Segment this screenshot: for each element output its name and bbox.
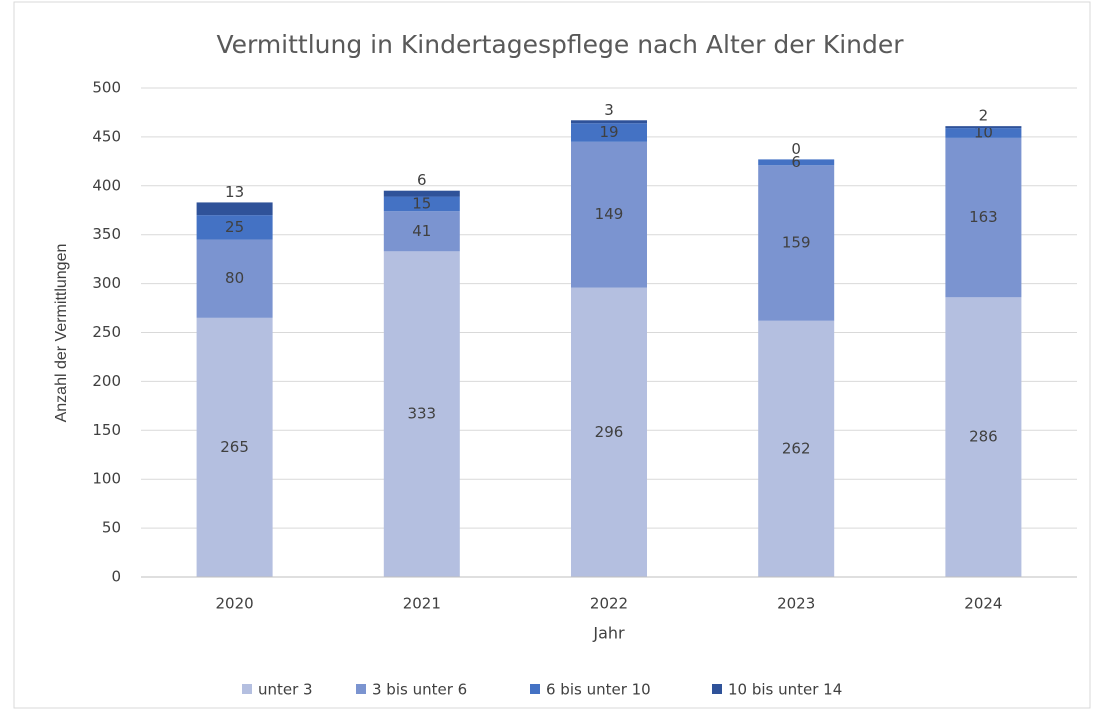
data-label: 41 [412,222,431,240]
data-label: 6 [791,153,801,171]
y-tick-label: 400 [92,176,121,194]
bar-segment [383,251,460,578]
data-label: 19 [599,123,618,141]
x-tick-label: 2022 [590,595,628,613]
data-label: 3 [604,101,614,119]
y-tick-label: 450 [92,127,121,145]
data-label: 15 [412,194,431,212]
x-axis-label: Jahr [592,624,625,643]
bar-segment [196,202,273,216]
bar-segment [196,239,273,318]
bar-segment [945,126,1022,129]
legend-label: 10 bis unter 14 [728,681,842,699]
bar-segment [571,287,647,577]
bar-segment [383,190,460,197]
legend-label: unter 3 [258,681,313,699]
y-tick-label: 500 [92,79,121,97]
data-label: 262 [782,439,811,457]
data-label: 286 [969,428,998,446]
legend-swatch [242,684,252,694]
chart-title: Vermittlung in Kindertagespflege nach Al… [216,30,904,59]
bar-segment [571,120,647,124]
data-label: 159 [782,234,811,252]
y-tick-label: 350 [92,225,121,243]
bar-segment [945,128,1022,138]
y-tick-label: 0 [111,568,121,586]
bar-segment [383,196,460,212]
x-tick-label: 2023 [777,595,815,613]
data-label: 80 [225,269,244,287]
bar-segment [571,123,647,142]
data-label: 0 [791,140,801,158]
data-label: 25 [225,218,244,236]
y-tick-label: 50 [102,519,121,537]
legend-label: 6 bis unter 10 [546,681,651,699]
x-tick-label: 2020 [216,595,254,613]
bar-segment [758,159,835,166]
bar-segment [196,215,273,240]
data-label: 265 [220,438,249,456]
bar-segment [571,141,647,288]
data-label: 296 [595,423,624,441]
bar-segment [945,137,1022,298]
legend-swatch [356,684,366,694]
y-tick-label: 300 [92,274,121,292]
y-tick-label: 150 [92,421,121,439]
bar-segment [945,297,1022,577]
y-axis-label: Anzahl der Vermittlungen [53,244,70,423]
chart-border [13,1,1091,709]
x-tick-label: 2024 [964,595,1002,613]
data-label: 333 [407,405,436,423]
data-label: 13 [225,183,244,201]
bar-segment [196,317,273,577]
legend-label: 3 bis unter 6 [372,681,467,699]
y-tick-label: 200 [92,372,121,390]
y-tick-label: 250 [92,323,121,341]
data-label: 6 [417,171,427,189]
x-tick-label: 2021 [403,595,441,613]
data-label: 149 [595,205,624,223]
data-label: 163 [969,208,998,226]
legend-swatch [712,684,722,694]
bar-segment [758,165,835,321]
bar-segment [758,320,835,577]
bar-segment [383,211,460,252]
y-tick-label: 100 [92,470,121,488]
data-label: 2 [979,107,989,125]
legend-swatch [530,684,540,694]
